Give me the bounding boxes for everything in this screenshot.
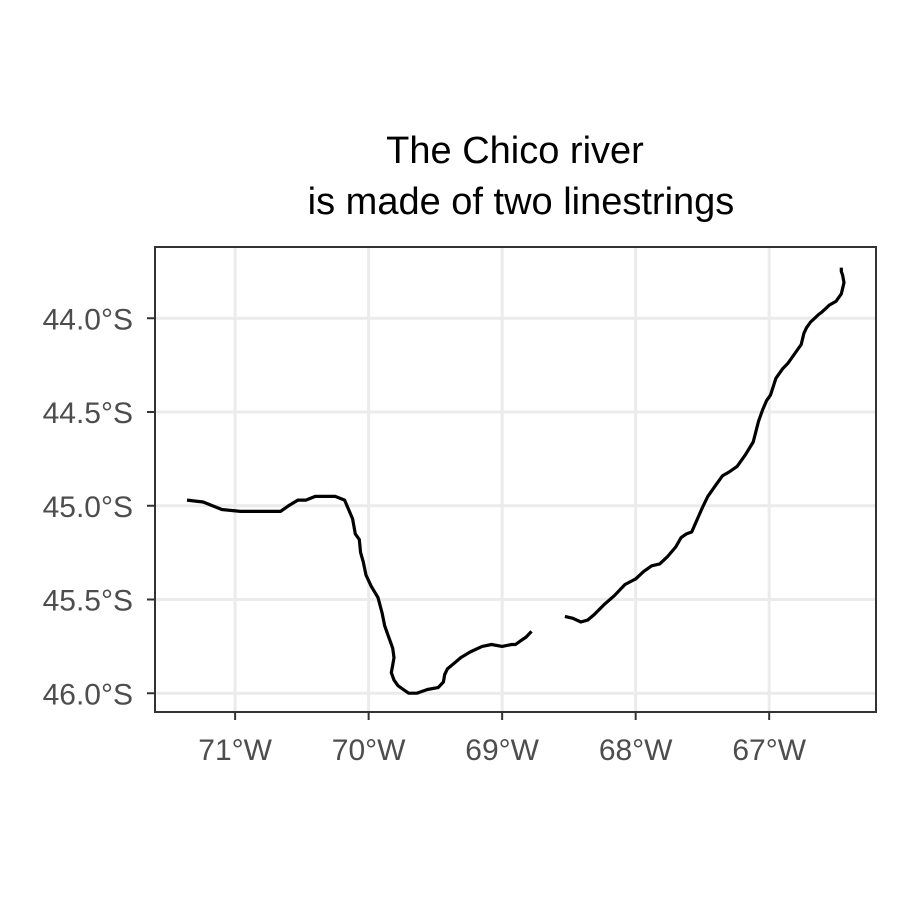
- map-title-line-1: The Chico river: [386, 130, 644, 172]
- x-tick-label: 68°W: [599, 734, 673, 767]
- y-tick-label: 44.5°S: [43, 397, 133, 430]
- y-tick-label: 45.0°S: [43, 491, 133, 524]
- map-panel-background: [155, 247, 876, 712]
- x-tick-label: 70°W: [332, 734, 406, 767]
- graticule: [155, 247, 876, 712]
- y-tick-label: 46.0°S: [43, 678, 133, 711]
- river-linestring-2: [564, 267, 846, 624]
- map-title-line-2: is made of two linestrings: [308, 181, 735, 223]
- river-linestring-1: [186, 494, 533, 695]
- map-panel-border: [154, 246, 877, 713]
- y-tick-label: 45.5°S: [43, 585, 133, 618]
- x-tick-label: 71°W: [198, 734, 272, 767]
- x-tick-label: 69°W: [465, 734, 539, 767]
- x-tick-label: 67°W: [732, 734, 806, 767]
- y-tick-label: 44.0°S: [43, 303, 133, 336]
- chico-river: [186, 267, 846, 695]
- map-axes: 71°W 70°W 69°W 68°W 67°W 44.0°S 44.5°S 45.0°S 45…: [43, 303, 807, 767]
